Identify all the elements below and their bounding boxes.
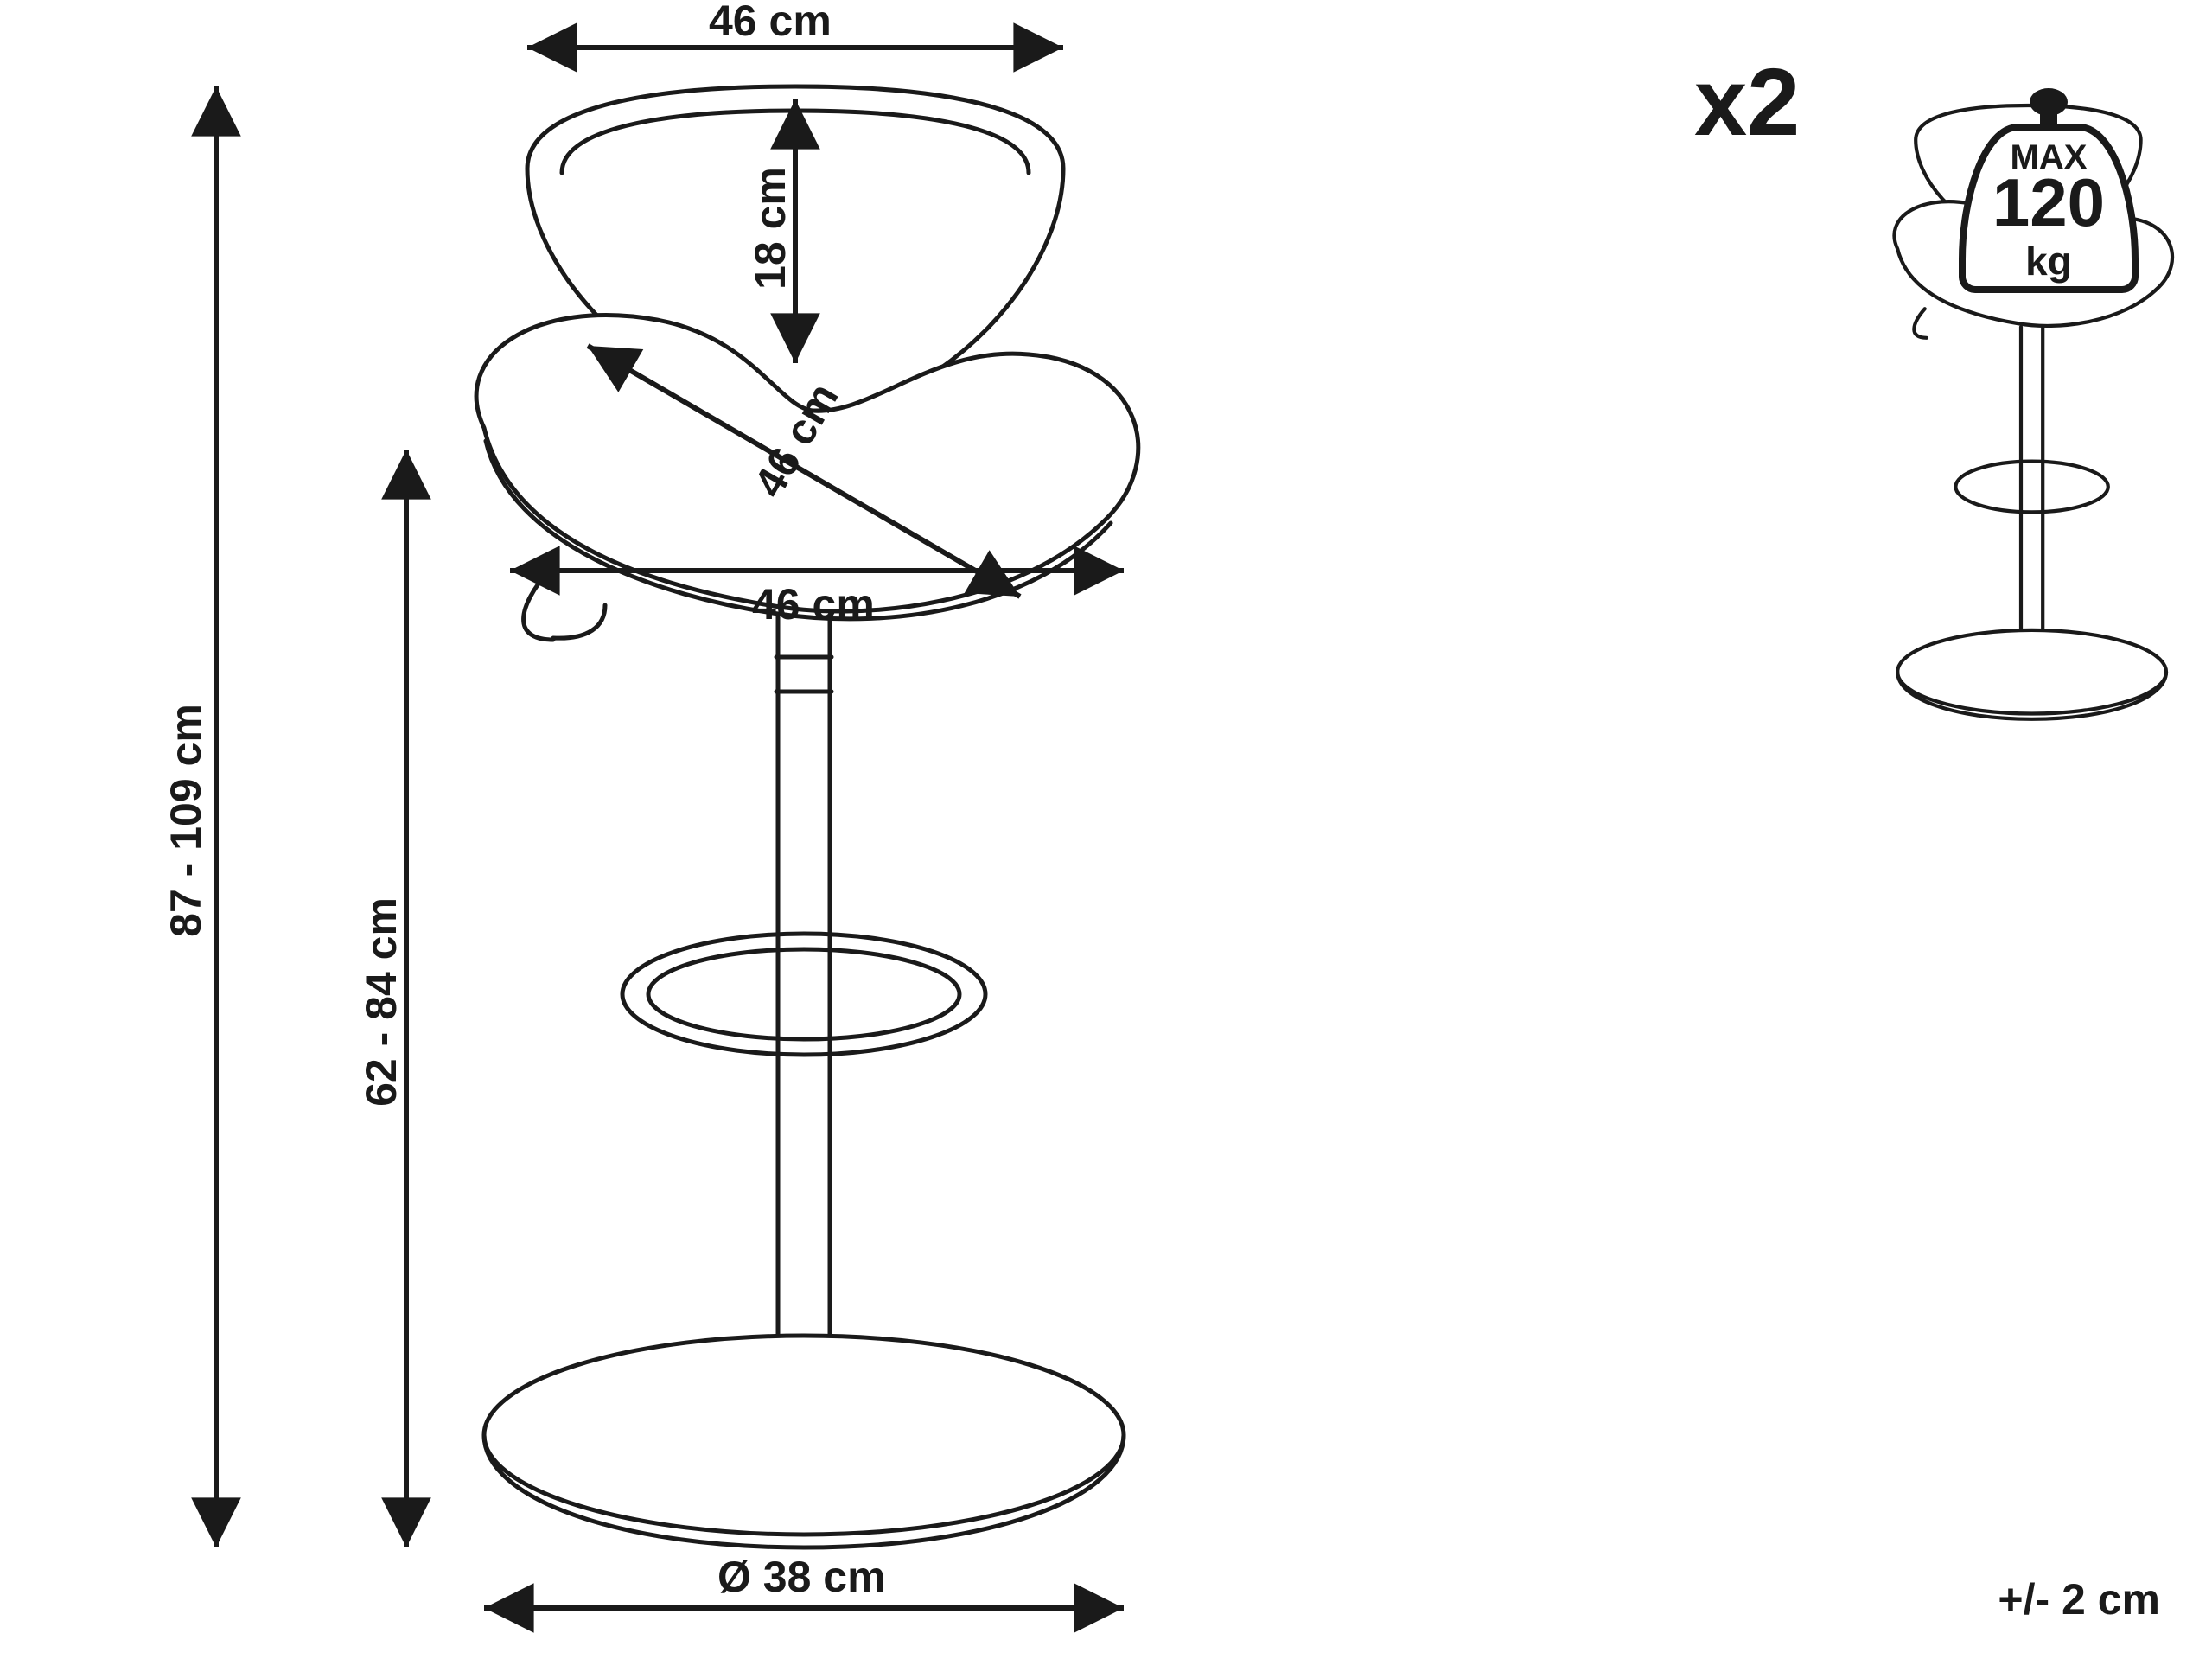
label-seat-width: 46 cm bbox=[752, 579, 875, 629]
main-stool-outline bbox=[476, 86, 1138, 1547]
quantity-label: x2 bbox=[1694, 48, 1800, 157]
max-load-unit: kg bbox=[1979, 238, 2118, 284]
dimension-diagram bbox=[0, 0, 2212, 1659]
tolerance-label: +/- 2 cm bbox=[1998, 1574, 2160, 1624]
label-total-height: 87 - 109 cm bbox=[161, 704, 211, 937]
label-backrest-height: 18 cm bbox=[745, 167, 795, 290]
label-seat-height: 62 - 84 cm bbox=[356, 897, 406, 1107]
max-load-value: 120 bbox=[1971, 169, 2126, 236]
label-base-diameter: Ø 38 cm bbox=[717, 1552, 886, 1602]
label-backrest-width: 46 cm bbox=[709, 0, 832, 46]
